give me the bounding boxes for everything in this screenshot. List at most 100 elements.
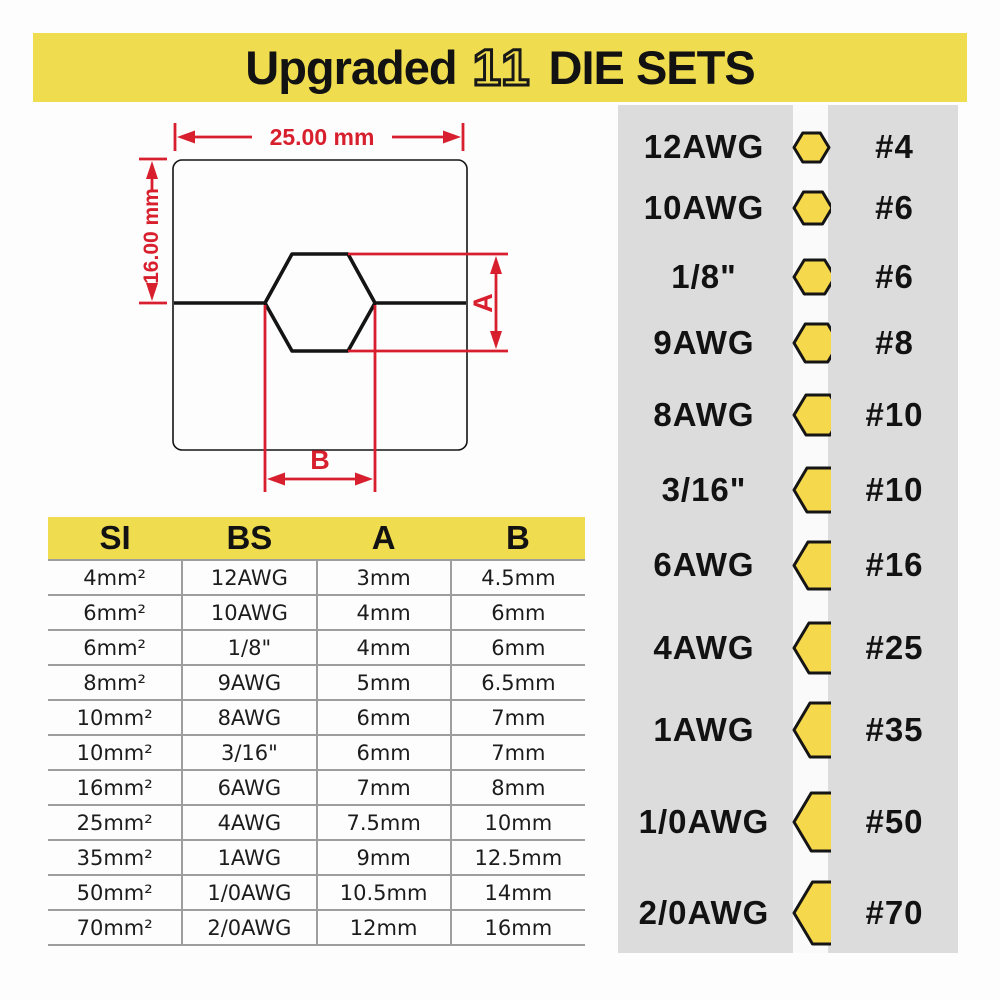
title-suffix: DIE SETS xyxy=(548,41,756,94)
cell-b: 10mm xyxy=(449,804,585,840)
die-number-label: #10 xyxy=(865,471,924,508)
hexagon-icon-shape xyxy=(792,621,831,675)
cell-bs: 1/8" xyxy=(181,629,317,665)
hexagon-icon-shape xyxy=(792,190,831,226)
die-size-label: 3/16" xyxy=(661,471,747,508)
hexagon-icon xyxy=(790,188,831,228)
cell-a: 6mm xyxy=(315,699,451,735)
col-header-a: A xyxy=(316,517,451,560)
die-size-label: 8AWG xyxy=(653,396,755,433)
width-dimension: 25.00 mm xyxy=(173,123,465,151)
hexagon-icon xyxy=(790,320,831,366)
dim-a-label: A xyxy=(468,293,498,313)
cell-si: 25mm² xyxy=(48,804,183,840)
cell-a: 4mm xyxy=(315,594,451,630)
hexagon-icon-shape xyxy=(792,791,831,853)
cell-b: 12.5mm xyxy=(449,839,585,875)
cell-bs: 1/0AWG xyxy=(181,874,317,910)
cell-bs: 9AWG xyxy=(181,664,317,700)
die-size-label: 1/0AWG xyxy=(638,803,770,840)
cell-si: 10mm² xyxy=(48,699,183,735)
col-header-bs: BS xyxy=(182,517,317,560)
table-row: 35mm² 1AWG 9mm 12.5mm xyxy=(48,839,585,875)
die-number-label: #35 xyxy=(865,711,924,748)
hexagon-icon xyxy=(790,619,831,677)
table-row: 70mm² 2/0AWG 12mm 16mm xyxy=(48,909,585,946)
die-dimension-diagram: 25.00 mm 16.00 mm A B xyxy=(139,123,508,492)
cell-b: 8mm xyxy=(449,769,585,805)
hexagon-icon-shape xyxy=(792,322,831,364)
cell-b: 7mm xyxy=(449,699,585,735)
die-number-label: #10 xyxy=(865,396,924,433)
arrow-left-icon xyxy=(267,472,285,486)
cell-bs: 12AWG xyxy=(181,559,317,595)
dim-b: B xyxy=(263,305,377,492)
die-number-label: #8 xyxy=(875,324,914,361)
hexagon-icon-shape xyxy=(792,131,831,163)
die-size-label: 1AWG xyxy=(653,711,755,748)
cell-b: 6mm xyxy=(449,594,585,630)
die-size-label: 1/8" xyxy=(671,258,737,295)
hexagon-icon-shape xyxy=(792,880,831,946)
cell-a: 4mm xyxy=(315,629,451,665)
cell-bs: 1AWG xyxy=(181,839,317,875)
hexagon-icon-shape xyxy=(792,701,831,759)
hexagon-icon xyxy=(790,391,831,439)
die-number-label: #50 xyxy=(865,803,924,840)
hexagon-icon-shape xyxy=(792,466,831,514)
height-dimension: 16.00 mm xyxy=(139,157,167,305)
arrow-right-icon xyxy=(355,472,373,486)
hexagon-icon xyxy=(790,538,831,593)
table-row: 10mm² 8AWG 6mm 7mm xyxy=(48,699,585,735)
cell-bs: 4AWG xyxy=(181,804,317,840)
cell-si: 6mm² xyxy=(48,594,183,630)
cell-b: 14mm xyxy=(449,874,585,910)
width-dimension-label: 25.00 mm xyxy=(270,124,375,150)
hexagon-icon-shape xyxy=(792,393,831,437)
dim-b-label: B xyxy=(310,445,330,475)
title-banner: Upgraded 11 DIE SETS xyxy=(33,33,967,102)
col-header-b: B xyxy=(450,517,585,560)
table-header-row: SI BS A B xyxy=(48,517,585,560)
die-outline xyxy=(172,159,468,451)
die-size-label: 6AWG xyxy=(653,546,755,583)
cell-b: 7mm xyxy=(449,734,585,770)
arrow-right-icon xyxy=(443,130,461,144)
die-list-panel: 12AWG #4 10AWG #6 1/8" #6 9AWG #8 8AWG #… xyxy=(618,105,958,953)
die-size-label: 10AWG xyxy=(643,189,765,226)
cell-si: 6mm² xyxy=(48,629,183,665)
die-number-label: #25 xyxy=(865,629,924,666)
cell-si: 50mm² xyxy=(48,874,183,910)
col-header-si: SI xyxy=(48,517,183,560)
title-prefix: Upgraded xyxy=(245,41,457,94)
cell-a: 7mm xyxy=(315,769,451,805)
cell-bs: 10AWG xyxy=(181,594,317,630)
die-size-label: 12AWG xyxy=(643,128,765,165)
cell-si: 35mm² xyxy=(48,839,183,875)
cell-a: 10.5mm xyxy=(315,874,451,910)
cell-a: 7.5mm xyxy=(315,804,451,840)
cell-si: 10mm² xyxy=(48,734,183,770)
cell-si: 4mm² xyxy=(48,559,183,595)
cell-b: 4.5mm xyxy=(449,559,585,595)
die-number-label: #70 xyxy=(865,894,924,931)
hexagon-icon xyxy=(790,256,831,298)
table-row: 6mm² 1/8" 4mm 6mm xyxy=(48,629,585,665)
hexagon-icon xyxy=(790,699,831,761)
cell-si: 16mm² xyxy=(48,769,183,805)
cell-bs: 6AWG xyxy=(181,769,317,805)
height-dimension-label: 16.00 mm xyxy=(140,188,163,284)
table-row: 25mm² 4AWG 7.5mm 10mm xyxy=(48,804,585,840)
arrow-up-icon xyxy=(490,256,502,274)
hexagon-icon xyxy=(790,464,831,516)
hexagon-icon xyxy=(790,878,831,948)
die-number-label: #16 xyxy=(865,546,924,583)
die-hexagon-cavity xyxy=(263,252,377,353)
cell-b: 6mm xyxy=(449,629,585,665)
hexagon-icon xyxy=(790,789,831,855)
table-row: 50mm² 1/0AWG 10.5mm 14mm xyxy=(48,874,585,910)
cell-bs: 2/0AWG xyxy=(181,909,317,946)
cell-a: 3mm xyxy=(315,559,451,595)
table-row: 4mm² 12AWG 3mm 4.5mm xyxy=(48,559,585,595)
